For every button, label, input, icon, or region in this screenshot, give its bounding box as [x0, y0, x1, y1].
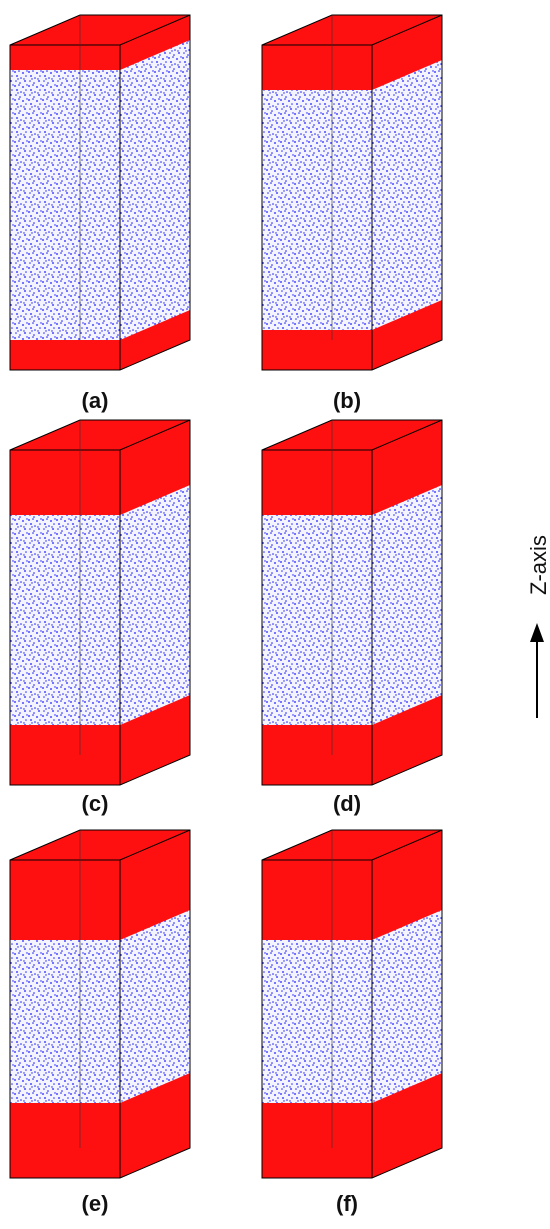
panel-label: (e): [82, 1191, 109, 1216]
axis-arrow-head: [530, 623, 544, 642]
panel-label: (d): [333, 791, 361, 816]
simulation-box: (e): [9, 829, 191, 1216]
simulation-box: (a): [9, 14, 191, 413]
bottom-slab: [262, 1073, 442, 1178]
top-slab: [10, 830, 190, 940]
particle-volume: [10, 15, 190, 370]
top-slab: [262, 830, 442, 940]
bottom-slab: [10, 310, 190, 370]
top-slab: [10, 420, 190, 515]
panel-label: (a): [82, 388, 109, 413]
axis-label: Z-axis: [526, 535, 550, 595]
simulation-box: (f): [261, 829, 443, 1216]
panel-label: (c): [82, 791, 109, 816]
bottom-slab: [262, 695, 442, 785]
top-slab: [262, 420, 442, 515]
bottom-slab: [262, 300, 442, 370]
simulation-box: (d): [261, 419, 443, 816]
panel-label: (b): [333, 388, 361, 413]
simulation-box: (b): [261, 14, 443, 413]
top-slab: [10, 15, 190, 70]
bottom-slab: [10, 1073, 190, 1178]
particle-volume: [262, 15, 442, 370]
panel-label: (f): [336, 1191, 358, 1216]
bottom-slab: [10, 695, 190, 785]
simulation-box: (c): [9, 419, 191, 816]
panels: (a) (b) (c) (d) (e) (f): [9, 14, 443, 1216]
